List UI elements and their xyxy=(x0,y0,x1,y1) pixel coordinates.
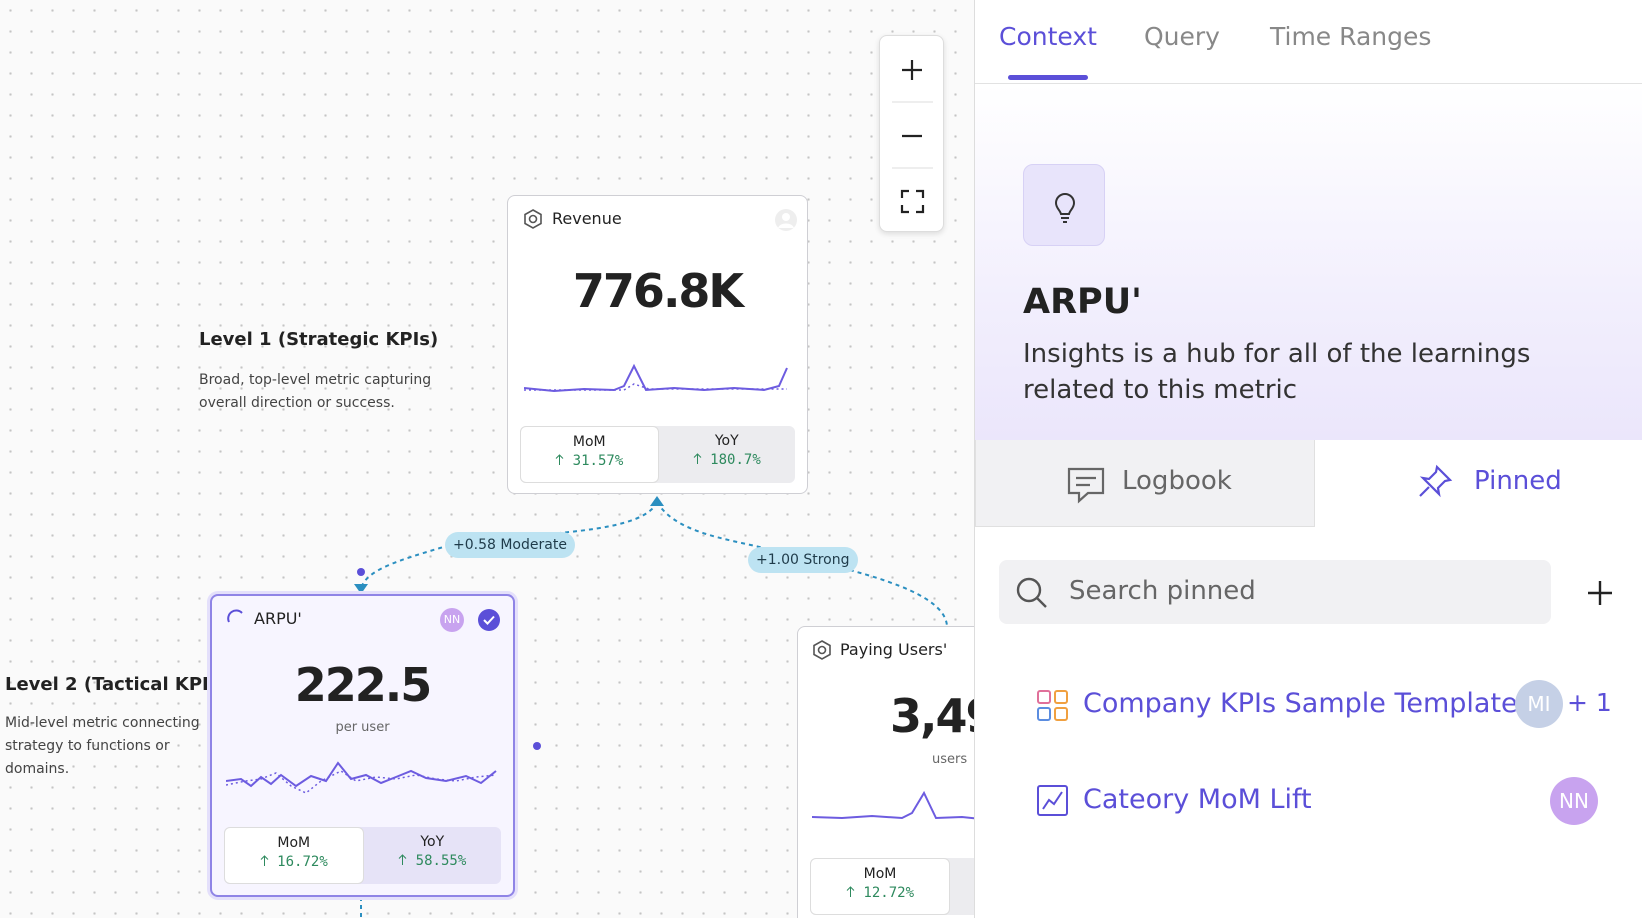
card-value: 222.5 xyxy=(294,658,433,712)
fit-view[interactable] xyxy=(900,189,925,214)
pinned-item[interactable]: Company KPIs Sample Template xyxy=(1083,688,1518,719)
canvas: Level 1 (Strategic KPIs) Broad, top-leve… xyxy=(0,0,974,918)
avatar: MI xyxy=(1515,680,1563,728)
divider xyxy=(975,83,1642,84)
search-placeholder: Search pinned xyxy=(1069,576,1256,606)
up-arrow xyxy=(398,854,407,865)
card-title: ARPU' xyxy=(254,609,302,628)
subtab[interactable]: Logbook xyxy=(975,440,1315,527)
metric-card[interactable]: Paying Users' 3,49 users MoM 12.72% xyxy=(797,626,974,918)
stats: MoM 12.72% xyxy=(810,858,974,915)
sparkline xyxy=(226,761,497,794)
subtab-label-active[interactable]: Pinned xyxy=(1474,466,1562,496)
metric-icon xyxy=(813,640,831,660)
edge-label[interactable]: +1.00 Strong xyxy=(748,547,858,573)
icon-tile xyxy=(1023,164,1105,246)
card-unit: per user xyxy=(335,720,390,735)
avatar: NN xyxy=(440,608,464,632)
tab[interactable]: Time Ranges xyxy=(1270,22,1432,51)
edge-line xyxy=(360,501,658,590)
level-description: Broad, top-level metric capturing overal… xyxy=(199,372,432,411)
subtab-label: Logbook xyxy=(1122,466,1232,496)
up-arrow xyxy=(555,454,564,465)
sparkline xyxy=(524,363,788,393)
up-arrow xyxy=(260,855,269,866)
metric-card-selected[interactable]: ARPU' NN 222.5 per user MoM 16.72% YoY 5… xyxy=(210,594,515,897)
stat-value: 16.72% xyxy=(277,854,328,870)
card-title: Revenue xyxy=(552,209,622,228)
add-button[interactable] xyxy=(1585,578,1615,608)
stat-mom[interactable]: MoM 16.72% xyxy=(224,827,364,884)
side-panel: Context Query Time Ranges ARPU' Insights… xyxy=(974,0,1642,918)
edge-line xyxy=(656,501,948,627)
zoom-icons xyxy=(892,60,933,214)
lightbulb-icon xyxy=(1054,193,1076,223)
verified-badge xyxy=(478,609,500,631)
sparkline xyxy=(812,790,974,820)
owner-avatar xyxy=(775,209,797,231)
chart-icon xyxy=(1037,785,1068,816)
stat-mom[interactable]: MoM 12.72% xyxy=(810,858,950,915)
tab-underline xyxy=(1008,75,1088,80)
loading-icon xyxy=(227,609,243,623)
avatar-more[interactable]: + 1 xyxy=(1567,688,1612,717)
edges xyxy=(354,496,948,918)
logbook-icon xyxy=(1067,467,1105,504)
up-arrow xyxy=(693,453,702,464)
stats: MoM 16.72% YoY 58.55% xyxy=(224,827,501,884)
avatar: NN xyxy=(1550,777,1598,825)
stat-label: YoY xyxy=(420,834,445,850)
search-icon xyxy=(1016,577,1047,608)
up-arrow xyxy=(846,886,855,897)
stat-yoy[interactable]: YoY 58.55% xyxy=(364,827,502,884)
handle[interactable] xyxy=(357,568,365,576)
pin-icon xyxy=(1419,464,1453,498)
zoom-controls xyxy=(879,35,944,232)
stat-label: MoM xyxy=(277,835,311,851)
stat-label: YoY xyxy=(714,433,739,449)
template-icon xyxy=(1037,690,1068,721)
level-description: Mid-level metric connecting strategy to … xyxy=(5,715,200,777)
pinned-item[interactable]: Cateory MoM Lift xyxy=(1083,784,1312,815)
metric-icon xyxy=(524,209,542,229)
tab-active[interactable]: Context xyxy=(999,22,1097,51)
stat-label: MoM xyxy=(572,434,606,450)
card-value: 776.8K xyxy=(572,264,744,318)
card-value: 3,49 xyxy=(890,689,974,743)
header: ARPU' Insights is a hub for all of the l… xyxy=(975,84,1642,440)
handle[interactable] xyxy=(533,742,541,750)
search-box[interactable]: Search pinned xyxy=(999,560,1551,624)
stat-value: 31.57% xyxy=(572,453,624,469)
stat-mom[interactable]: MoM 31.57% xyxy=(520,426,659,483)
panel-description: Insights is a hub for all of the learnin… xyxy=(1023,339,1531,405)
stat-yoy[interactable]: YoY 180.7% xyxy=(659,426,796,483)
card-title: Paying Users' xyxy=(840,640,948,659)
stat-value: 12.72% xyxy=(863,885,914,901)
stat-label: MoM xyxy=(863,866,897,882)
tab[interactable]: Query xyxy=(1144,22,1220,51)
level-title: Level 2 (Tactical KPIs) xyxy=(5,674,228,695)
edge-arrow xyxy=(354,584,368,594)
edge-arrow xyxy=(650,496,664,506)
stats: MoM 31.57% YoY 180.7% xyxy=(520,426,795,483)
edge-label[interactable]: +0.58 Moderate xyxy=(445,532,575,558)
stat-value: 180.7% xyxy=(710,452,761,468)
level-title: Level 1 (Strategic KPIs) xyxy=(199,329,439,350)
metric-card[interactable]: Revenue 776.8K MoM 31.57% YoY 180.7% xyxy=(507,195,808,494)
zoom-in[interactable] xyxy=(902,60,922,80)
stat-value: 58.55% xyxy=(415,853,467,869)
card-unit: users xyxy=(932,752,968,767)
panel-title: ARPU' xyxy=(1023,282,1142,322)
